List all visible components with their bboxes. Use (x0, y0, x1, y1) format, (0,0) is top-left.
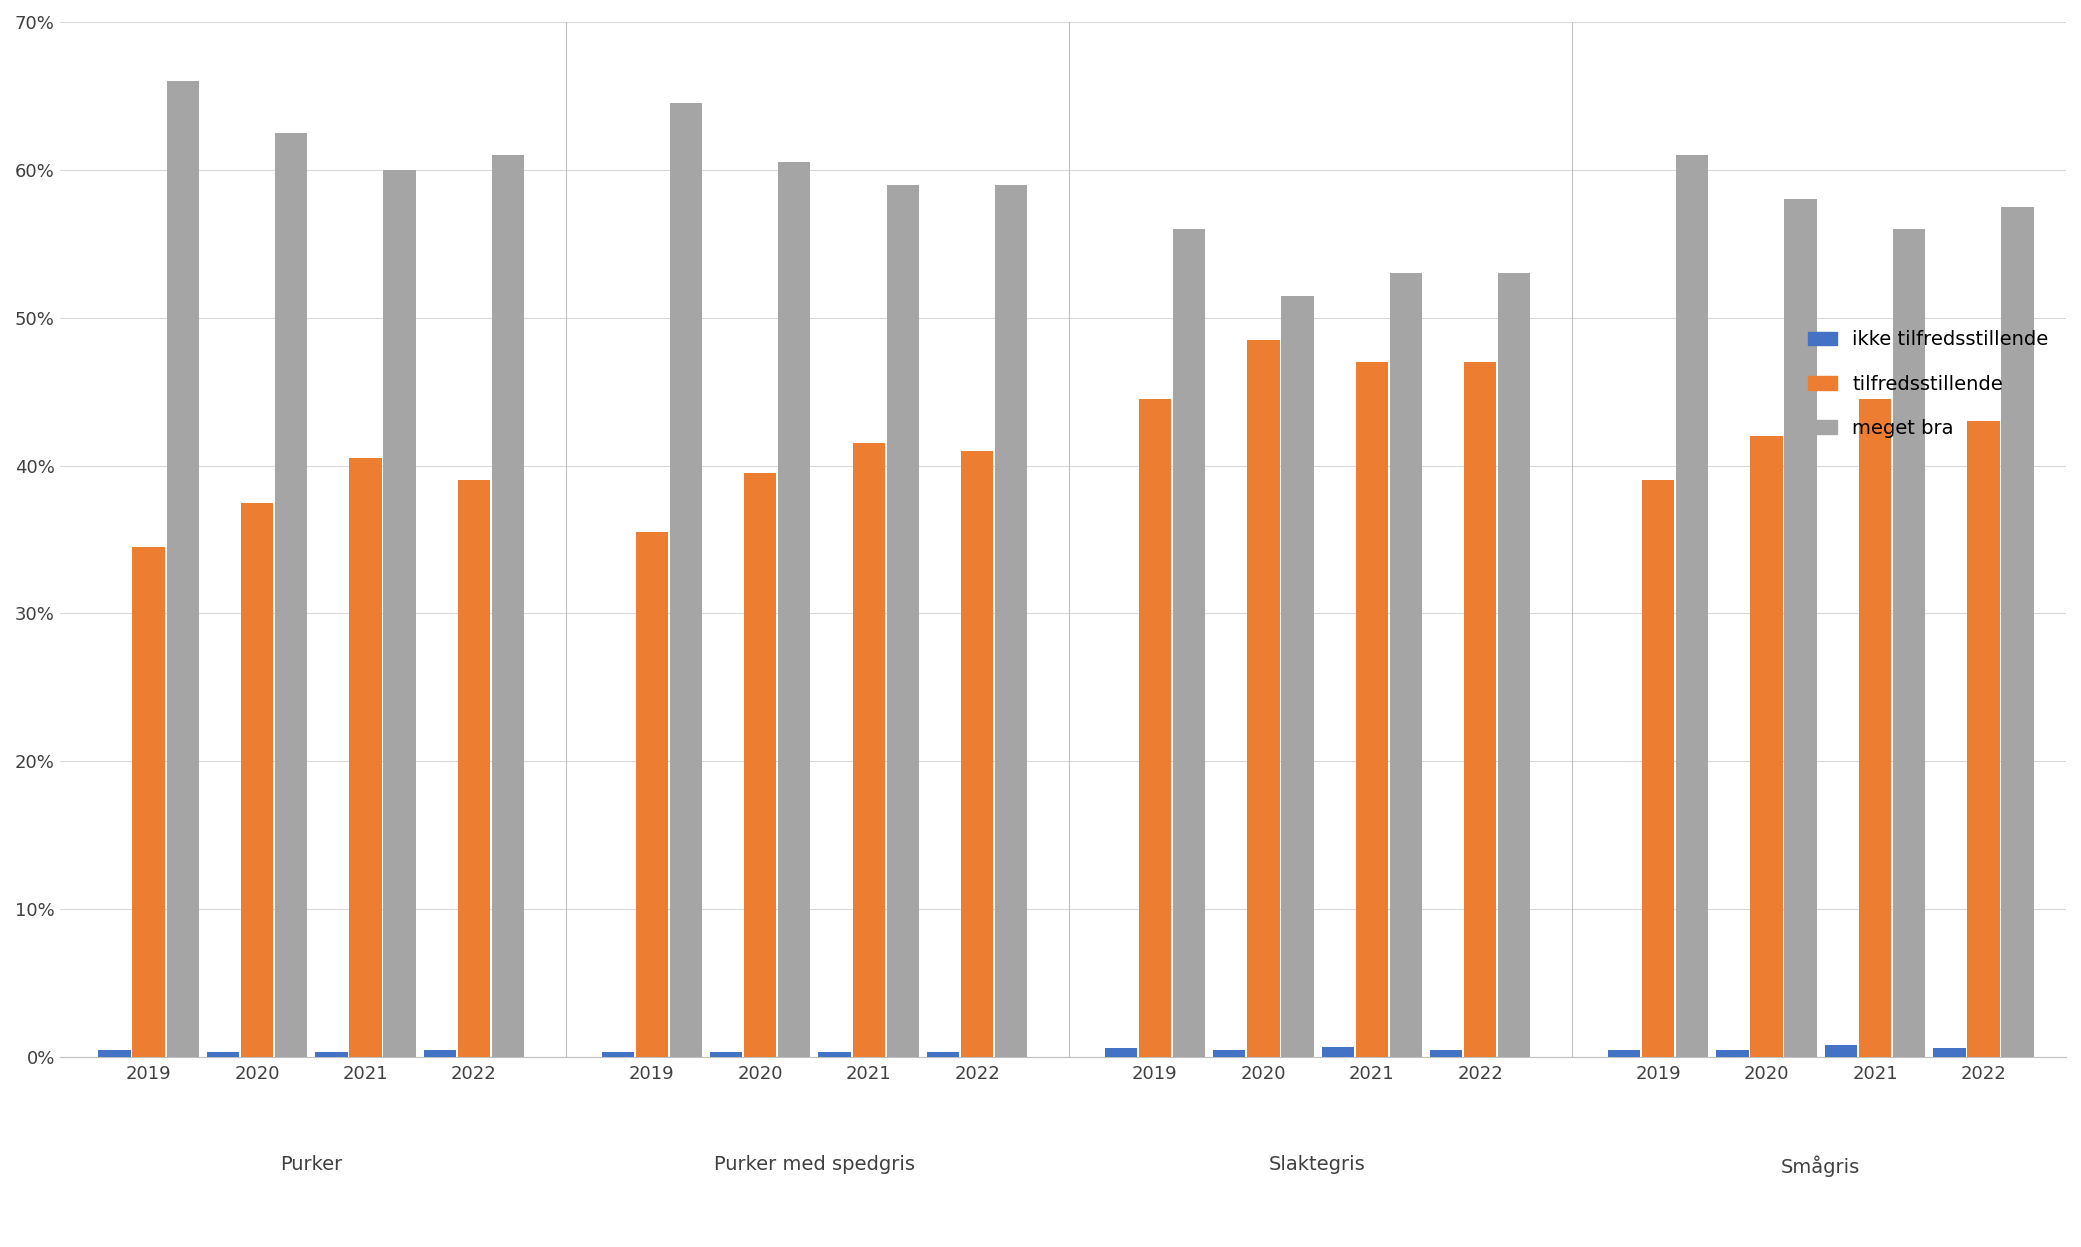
Text: Smågris: Smågris (1781, 1155, 1860, 1177)
Bar (601, 1052, 635, 1057)
Bar (1642, 480, 1675, 1057)
Bar (1105, 1047, 1136, 1057)
Bar (241, 503, 273, 1057)
Bar (1933, 1047, 1967, 1057)
Bar (1355, 362, 1388, 1057)
Bar (1675, 155, 1709, 1057)
Bar (1213, 1050, 1247, 1057)
Bar (383, 170, 416, 1057)
Bar (635, 532, 668, 1057)
Text: Slaktegris: Slaktegris (1269, 1155, 1365, 1175)
Bar (425, 1050, 456, 1057)
Bar (1498, 273, 1530, 1057)
Bar (887, 185, 920, 1057)
Bar (1783, 200, 1817, 1057)
Legend: ikke tilfredsstillende, tilfredsstillende, meget bra: ikke tilfredsstillende, tilfredsstillend… (1800, 323, 2056, 445)
Bar (1465, 362, 1496, 1057)
Bar (316, 1052, 348, 1057)
Bar (206, 1052, 239, 1057)
Bar (961, 450, 993, 1057)
Bar (1858, 399, 1892, 1057)
Bar (1967, 421, 2000, 1057)
Bar (818, 1052, 851, 1057)
Bar (710, 1052, 743, 1057)
Bar (1717, 1050, 1748, 1057)
Bar (1430, 1050, 1463, 1057)
Bar (1247, 340, 1280, 1057)
Bar (1174, 229, 1205, 1057)
Bar (1825, 1045, 1856, 1057)
Bar (166, 81, 200, 1057)
Bar (275, 133, 308, 1057)
Bar (98, 1050, 131, 1057)
Bar (350, 458, 381, 1057)
Bar (778, 162, 810, 1057)
Text: Purker med spedgris: Purker med spedgris (714, 1155, 916, 1175)
Bar (853, 444, 884, 1057)
Bar (458, 480, 491, 1057)
Bar (1138, 399, 1172, 1057)
Text: Purker: Purker (281, 1155, 343, 1175)
Bar (2002, 207, 2033, 1057)
Bar (1609, 1050, 1640, 1057)
Bar (670, 104, 701, 1057)
Bar (1321, 1046, 1355, 1057)
Bar (995, 185, 1028, 1057)
Bar (1894, 229, 1925, 1057)
Bar (1750, 436, 1783, 1057)
Bar (1282, 296, 1313, 1057)
Bar (926, 1052, 959, 1057)
Bar (491, 155, 524, 1057)
Bar (1390, 273, 1421, 1057)
Bar (133, 547, 164, 1057)
Bar (745, 473, 776, 1057)
